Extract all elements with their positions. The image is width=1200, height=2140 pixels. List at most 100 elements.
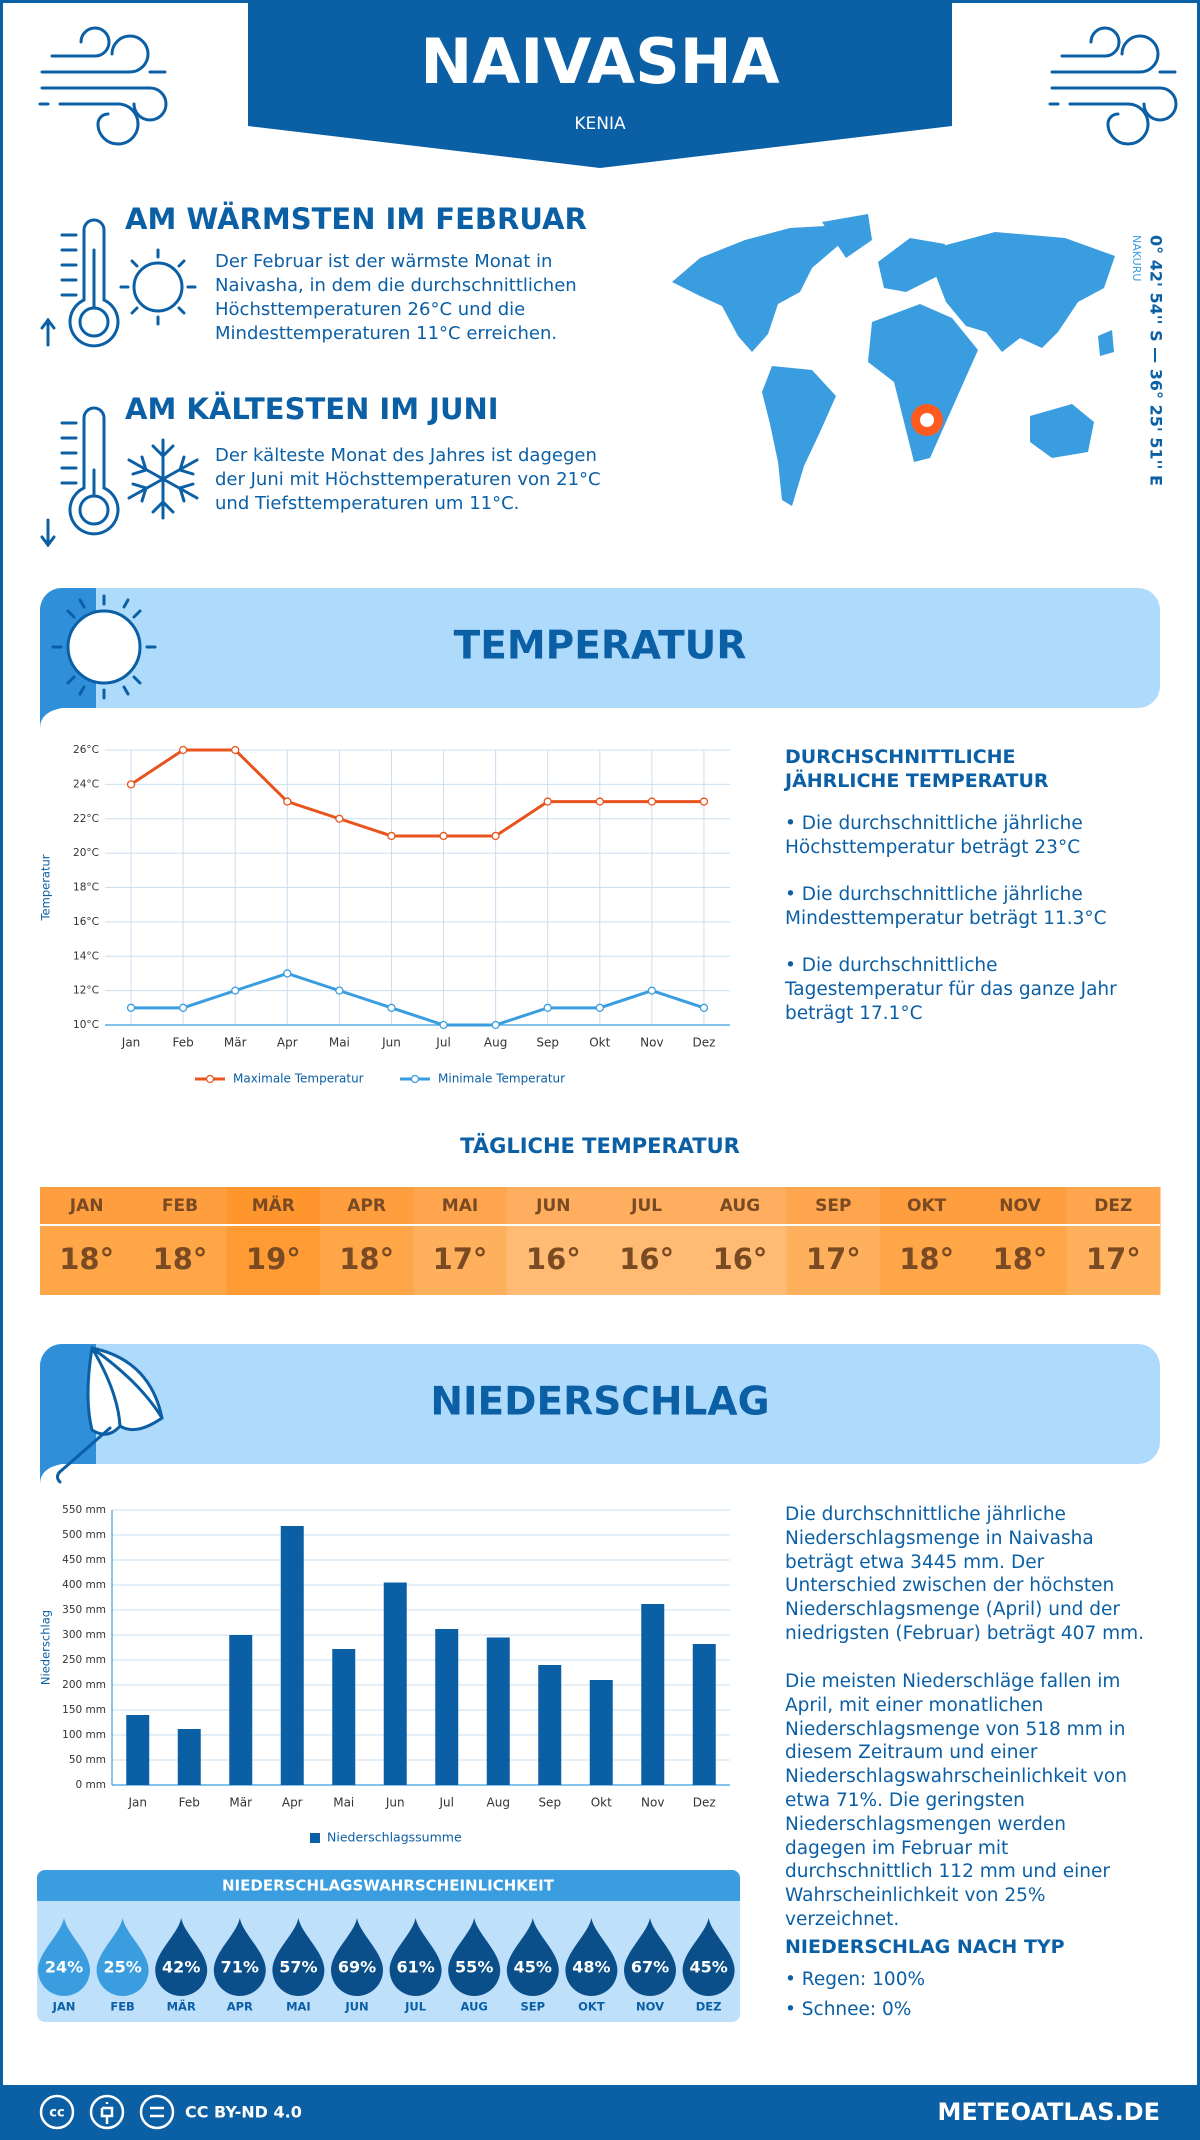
drop-value: 69% <box>338 1958 376 1977</box>
point <box>283 797 292 806</box>
bar <box>486 1637 510 1785</box>
y-tick-label: 12°C <box>73 985 99 997</box>
header-banner <box>248 0 952 168</box>
legend-marker <box>205 1074 215 1084</box>
point <box>387 831 396 841</box>
day-cell <box>1066 1225 1161 1295</box>
y-tick-label: 14°C <box>73 950 99 962</box>
probability-box <box>37 1870 740 2022</box>
x-tick-label: Dez <box>693 1796 716 1810</box>
series-line <box>130 748 704 838</box>
day-header-cell <box>133 1187 228 1225</box>
highlight-title: AM KÄLTESTEN IM JUNI <box>125 392 499 426</box>
rain-drop <box>155 1918 208 1997</box>
x-tick-label: Apr <box>282 1796 303 1810</box>
x-tick-label: Mai <box>329 1036 350 1050</box>
point <box>439 1020 448 1030</box>
drop-month: JAN <box>52 2000 76 2014</box>
rain-drop <box>213 1918 266 1996</box>
y-tick-label: 450 mm <box>62 1554 106 1566</box>
type-title: NIEDERSCHLAG NACH TYP <box>785 1936 1065 1958</box>
bar <box>229 1635 253 1785</box>
legend-marker <box>410 1074 420 1084</box>
highlight-text: Der Februar ist der wärmste Monat in Nai… <box>215 251 577 344</box>
y-axis-label: Temperatur <box>39 854 53 921</box>
day-value: 17° <box>1086 1242 1141 1276</box>
y-tick-label: 300 mm <box>62 1629 106 1641</box>
bar <box>280 1526 304 1785</box>
x-tick-label: Mär <box>229 1796 252 1810</box>
x-tick-label: Okt <box>589 1036 610 1050</box>
type-item: • Schnee: 0% <box>785 1999 912 2020</box>
world-map <box>672 214 1115 506</box>
y-tick-label: 24°C <box>73 778 99 790</box>
x-tick-label: Jun <box>381 1036 401 1050</box>
precip-paragraph: Die durchschnittliche jährliche Niedersc… <box>785 1504 1145 1644</box>
day-value: 16° <box>619 1242 674 1276</box>
x-tick-label: Nov <box>640 1036 663 1050</box>
day-month: MÄR <box>252 1194 295 1216</box>
day-month: APR <box>347 1196 386 1216</box>
point <box>126 780 136 789</box>
drop-month: FEB <box>110 2000 134 2014</box>
rain-drop <box>389 1918 442 1996</box>
bar <box>538 1665 562 1785</box>
bar <box>641 1604 665 1785</box>
sun-icon <box>51 594 157 700</box>
rain-drop <box>565 1918 618 1997</box>
day-cell <box>506 1225 601 1295</box>
point <box>178 745 188 755</box>
day-month: SEP <box>815 1196 851 1216</box>
point <box>126 1003 136 1012</box>
probability-title: NIEDERSCHLAGSWAHRSCHEINLICHKEIT <box>222 1877 555 1895</box>
summary-item: • Die durchschnittliche Tagestemperatur … <box>785 955 1117 1024</box>
y-tick-label: 20°C <box>73 847 99 859</box>
point <box>595 797 604 806</box>
x-tick-label: Aug <box>487 1796 510 1810</box>
day-value: 18° <box>339 1242 394 1276</box>
x-tick-label: Jan <box>121 1036 141 1050</box>
x-tick-label: Nov <box>641 1796 664 1810</box>
drop-value: 45% <box>689 1958 727 1977</box>
y-tick-label: 550 mm <box>62 1504 106 1516</box>
bar <box>589 1680 613 1785</box>
day-cell <box>413 1225 508 1295</box>
x-tick-label: Mai <box>333 1796 354 1810</box>
day-value: 18° <box>59 1242 114 1276</box>
rain-drop <box>38 1918 90 1996</box>
day-month: NOV <box>999 1196 1041 1216</box>
rain-drop <box>96 1918 149 1996</box>
license-icons <box>39 2094 175 2130</box>
day-header-cell <box>786 1187 881 1225</box>
footer-bar <box>0 2085 1200 2140</box>
day-cell <box>973 1225 1068 1295</box>
bar <box>126 1715 150 1785</box>
rain-drop <box>448 1918 501 1997</box>
rain-drop <box>506 1918 559 1997</box>
drop-month: MAI <box>286 2000 311 2014</box>
drop-month: APR <box>227 2000 253 2014</box>
point <box>335 814 344 823</box>
site[interactable]: METEOATLAS.DE <box>938 2098 1160 2126</box>
day-cell <box>600 1225 694 1295</box>
y-tick-label: 10°C <box>73 1019 99 1031</box>
highlight-title: AM WÄRMSTEN IM FEBRUAR <box>125 202 587 236</box>
license: CC BY-ND 4.0 <box>185 2103 302 2122</box>
section-title: NIEDERSCHLAG <box>430 1380 769 1425</box>
day-header-cell <box>880 1187 974 1225</box>
point <box>699 797 709 806</box>
drop-month: OKT <box>578 2000 605 2014</box>
x-tick-label: Apr <box>277 1036 298 1050</box>
country: KENIA <box>574 114 626 134</box>
legend-label: Niederschlagssumme <box>327 1830 462 1845</box>
point <box>699 1003 709 1012</box>
x-tick-label: Feb <box>179 1796 200 1810</box>
y-tick-label: 18°C <box>73 882 99 894</box>
summary-item: • Die durchschnittliche jährliche Höchst… <box>785 813 1083 858</box>
y-tick-label: 26°C <box>73 744 99 756</box>
y-axis-label: Niederschlag <box>39 1610 53 1685</box>
x-tick-label: Mär <box>224 1036 247 1050</box>
day-value: 16° <box>713 1242 768 1276</box>
y-tick-label: 50 mm <box>69 1754 106 1766</box>
